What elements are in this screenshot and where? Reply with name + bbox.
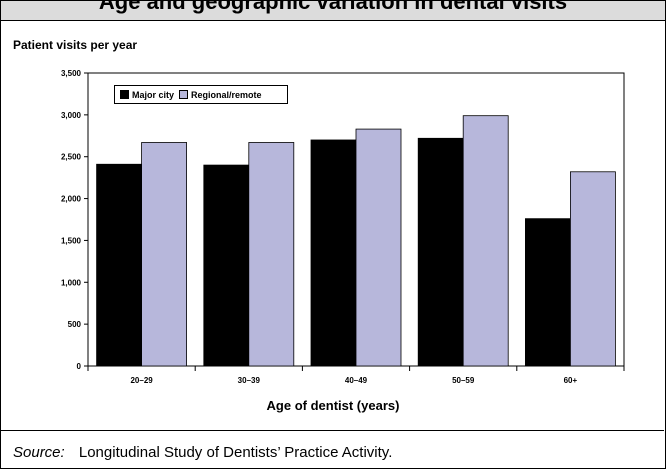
- y-tick-label: 500: [68, 320, 82, 329]
- bar-regional-remote: [462, 115, 509, 367]
- source-label: Source:: [13, 444, 65, 461]
- legend-item-regional-remote: Regional/remote: [179, 90, 262, 100]
- x-tick-label: 50–59: [452, 376, 475, 385]
- bar-major-city: [96, 163, 142, 367]
- x-tick-label: 60+: [564, 376, 578, 385]
- legend-item-major-city: Major city: [120, 90, 174, 100]
- y-tick-label: 3,500: [61, 69, 82, 78]
- divider: [0, 430, 664, 431]
- chart-title: Age and geographic variation in dental v…: [98, 1, 568, 14]
- bar-regional-remote: [141, 142, 188, 367]
- y-tick-label: 0: [77, 362, 82, 371]
- source-note: Source: Longitudinal Study of Dentists’ …: [13, 444, 392, 461]
- bar-major-city: [417, 137, 464, 367]
- y-tick-label: 2,000: [61, 195, 82, 204]
- bar-major-city: [525, 218, 571, 367]
- legend-label-regional-remote: Regional/remote: [191, 89, 262, 100]
- source-text: Longitudinal Study of Dentists’ Practice…: [78, 444, 393, 461]
- y-axis-title: Patient visits per year: [13, 38, 138, 52]
- y-tick-label: 2,500: [61, 153, 82, 162]
- y-tick-label: 3,000: [61, 111, 82, 120]
- bar-regional-remote: [248, 142, 295, 367]
- legend-label-major-city: Major city: [132, 89, 175, 100]
- bar-regional-remote: [355, 128, 402, 367]
- legend-swatch-regional-remote: [179, 90, 189, 99]
- x-tick-label: 20–29: [130, 376, 153, 385]
- bar-regional-remote: [570, 171, 616, 367]
- legend-swatch-major-city: [120, 90, 129, 99]
- x-axis-title: Age of dentist (years): [266, 398, 400, 413]
- y-tick-label: 1,000: [61, 278, 82, 287]
- x-tick-label: 30–39: [238, 376, 261, 385]
- bar-major-city: [203, 164, 250, 367]
- legend: Major city Regional/remote: [114, 85, 288, 104]
- bar-major-city: [310, 139, 357, 367]
- x-tick-label: 40–49: [345, 376, 368, 385]
- y-tick-label: 1,500: [61, 236, 82, 245]
- title-bar: Age and geographic variation in dental v…: [1, 1, 665, 21]
